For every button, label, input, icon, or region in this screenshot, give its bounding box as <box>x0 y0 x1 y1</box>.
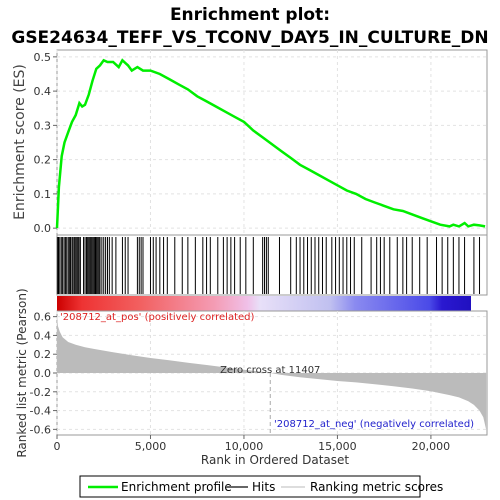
hit-lines <box>56 237 481 294</box>
legend-label-hits: Hits <box>252 480 275 494</box>
pos-correlated-label: '208712_at_pos' (positively correlated) <box>60 312 254 323</box>
es-tick-label-4: 0.4 <box>34 85 52 98</box>
es-grid <box>56 50 487 235</box>
metric-x-tick-label-1: 5,000 <box>135 440 167 453</box>
metric-x-tick-label-2: 10,000 <box>225 440 264 453</box>
chart-title-line1: Enrichment plot: <box>170 5 330 25</box>
legend-label-metric: Ranking metric scores <box>310 480 443 494</box>
legend: Enrichment profile Hits Ranking metric s… <box>79 475 443 498</box>
es-tick-label-0: 0.0 <box>34 222 52 235</box>
metric-y-tick-label-3: 0.0 <box>34 367 52 380</box>
hits-panel <box>56 234 488 296</box>
metric-y-tick-label-5: 0.4 <box>34 329 52 342</box>
metric-panel: -0.6 -0.4 -0.2 0.0 0.2 0.4 0.6 0 5,000 10,000 15,… <box>15 288 488 467</box>
legend-frame <box>79 475 421 498</box>
es-y-axis-label: Enrichment score (ES) <box>12 64 28 220</box>
es-panel-frame <box>56 49 488 236</box>
legend-label-enrichment: Enrichment profile <box>121 480 232 494</box>
es-panel: 0.0 0.1 0.2 0.3 0.4 0.5 Enrichment score (ES) <box>12 49 488 236</box>
metric-y-tick-label-1: -0.4 <box>30 405 51 418</box>
metric-x-tick-label-3: 15,000 <box>318 440 357 453</box>
metric-x-tick-label-4: 20,000 <box>412 440 451 453</box>
chart-title-line2: GSE24634_TEFF_VS_TCONV_DAY5_IN_CULTURE_D… <box>11 28 488 48</box>
hits-panel-frame <box>56 234 488 296</box>
metric-x-tick-label-0: 0 <box>54 440 61 453</box>
rank-gradient <box>57 296 471 311</box>
es-tick-label-1: 0.1 <box>34 188 52 201</box>
es-tick-label-5: 0.5 <box>34 51 52 64</box>
ranking-metric-area <box>57 316 487 430</box>
metric-y-axis-label: Ranked list metric (Pearson) <box>15 288 29 457</box>
metric-y-ticks: -0.6 -0.4 -0.2 0.0 0.2 0.4 0.6 <box>30 311 57 436</box>
es-y-ticks: 0.0 0.1 0.2 0.3 0.4 0.5 <box>34 51 57 235</box>
neg-correlated-label: '208712_at_neg' (negatively correlated) <box>274 419 474 430</box>
metric-x-ticks: 0 5,000 10,000 15,000 20,000 <box>54 435 451 453</box>
es-tick-label-3: 0.3 <box>34 119 52 132</box>
metric-x-axis-label: Rank in Ordered Dataset <box>201 453 349 467</box>
zero-cross-label: Zero cross at 11407 <box>220 365 320 376</box>
enrichment-profile-line <box>55 58 486 229</box>
metric-y-tick-label-4: 0.2 <box>34 348 52 361</box>
metric-y-tick-label-6: 0.6 <box>34 311 52 324</box>
metric-y-tick-label-0: -0.6 <box>30 423 51 436</box>
rank-color-bar <box>57 296 471 311</box>
es-tick-label-2: 0.2 <box>34 154 52 167</box>
metric-y-tick-label-2: -0.2 <box>30 386 51 399</box>
